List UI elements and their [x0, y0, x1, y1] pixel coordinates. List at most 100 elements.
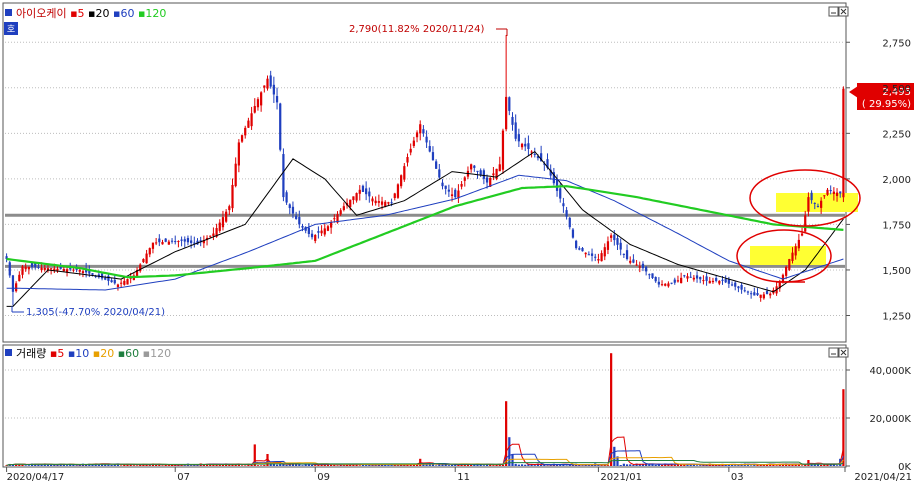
candle-body	[400, 175, 403, 187]
volume-bar	[40, 464, 43, 466]
minimize-button[interactable]	[828, 6, 839, 17]
candle-body	[699, 277, 702, 280]
candle-body	[559, 188, 562, 199]
candle-body	[240, 135, 244, 142]
candle-body	[355, 193, 358, 201]
volume-bar	[320, 464, 323, 466]
volume-bar	[323, 464, 326, 466]
volume-bar	[702, 465, 705, 466]
volume-bar	[288, 463, 291, 466]
volume-bar	[730, 464, 734, 466]
volume-bar	[750, 465, 753, 466]
volume-legend-collapse-icon[interactable]	[5, 349, 12, 356]
candle-body	[422, 129, 425, 134]
volume-bar	[266, 454, 269, 466]
volume-bar	[753, 464, 756, 466]
candle-body	[69, 268, 72, 270]
candle-body	[762, 294, 765, 299]
candle-body	[228, 206, 231, 211]
volume-bar	[613, 446, 616, 466]
volume-bar	[412, 464, 415, 466]
candle-body	[769, 293, 772, 296]
candle-body	[94, 275, 97, 277]
volume-bar	[256, 465, 260, 466]
volume-bar	[804, 463, 807, 466]
volume-bar	[610, 353, 613, 466]
volume-bar	[50, 464, 53, 466]
volume-bar	[27, 465, 30, 466]
candle-body	[120, 282, 123, 284]
candle-body	[56, 268, 59, 271]
candle-body	[380, 201, 384, 205]
candle-body	[50, 268, 53, 270]
volume-bar	[759, 464, 762, 466]
volume-bar	[139, 464, 142, 466]
candle-body	[428, 146, 431, 152]
legend-collapse-icon[interactable]	[5, 9, 12, 16]
candle-body	[298, 216, 301, 225]
candle-body	[721, 279, 724, 281]
candle-body	[145, 253, 148, 264]
candle-body	[368, 191, 371, 197]
candle-body	[164, 238, 167, 242]
support-lines	[5, 213, 845, 268]
candle-body	[667, 283, 670, 287]
candle-body	[88, 269, 91, 274]
candle-body	[384, 201, 387, 207]
candle-body	[53, 268, 56, 271]
price-y-tick-label: 2,500	[882, 84, 911, 95]
volume-bar	[470, 464, 473, 466]
candle-body	[788, 259, 791, 270]
volume-bar	[218, 464, 221, 466]
candle-body	[489, 177, 492, 187]
volume-bar	[530, 464, 533, 466]
price-y-tick-label: 1,750	[882, 220, 911, 231]
price-legend-item: ▪20	[85, 7, 110, 20]
volume-bar	[711, 465, 715, 466]
volume-bar	[422, 464, 425, 466]
candle-body	[839, 191, 842, 194]
volume-bar	[253, 444, 256, 466]
price-legend-item: 아이오케이	[16, 7, 67, 20]
candle-body	[785, 266, 788, 276]
candle-body	[72, 269, 75, 271]
price-y-tick-label: 2,000	[882, 175, 911, 186]
candle-body	[645, 266, 648, 272]
volume-bar	[788, 464, 791, 466]
chart-settings-icon[interactable]	[4, 22, 18, 35]
volume-bar	[482, 465, 485, 466]
candle-body	[412, 140, 415, 146]
candle-body	[18, 274, 21, 282]
candle-body	[495, 168, 498, 179]
candle-body	[638, 266, 641, 268]
volume-bar	[673, 464, 676, 466]
volume-bar	[24, 465, 27, 466]
candle-body	[209, 235, 212, 237]
candle-body	[463, 177, 466, 181]
candle-body	[594, 256, 597, 258]
candle-body	[791, 252, 794, 261]
ma-60-line	[6, 174, 844, 291]
candle-body	[470, 164, 473, 170]
candle-body	[237, 142, 240, 166]
x-tick-label: 03	[731, 472, 744, 482]
volume-bar	[511, 454, 514, 466]
candle-body	[746, 291, 750, 293]
candle-body	[562, 203, 565, 207]
candle-body	[435, 161, 438, 169]
volume-ma-lines	[6, 436, 844, 466]
volume-bar	[543, 464, 546, 466]
volume-bar	[619, 465, 622, 466]
candle-body	[578, 248, 581, 250]
date-x-axis: 2020/04/17 07 09 11 2021/01 03 2021/04/21	[6, 467, 912, 482]
candle-body	[301, 226, 304, 228]
last-price-value: 2,495	[882, 87, 911, 98]
volume-bar	[301, 465, 304, 466]
volume-minimize-button[interactable]	[828, 347, 839, 358]
volume-bar	[450, 464, 454, 466]
candle-body	[816, 205, 820, 207]
volume-bar	[365, 465, 368, 466]
price-legend-item: ▪5	[67, 7, 85, 20]
volume-bar	[285, 464, 288, 466]
volume-bar	[371, 465, 374, 466]
